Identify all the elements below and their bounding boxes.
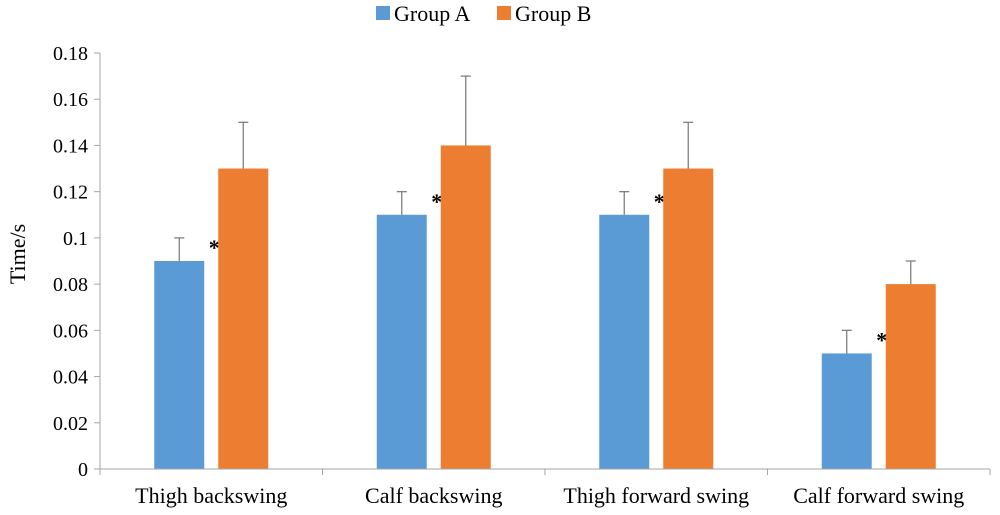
y-tick-label: 0.02 — [53, 413, 88, 435]
legend-label-group-a: Group A — [394, 1, 471, 26]
bar-group-b — [218, 168, 269, 470]
y-axis-title: Time/s — [5, 224, 30, 284]
bar-group-a — [376, 214, 427, 469]
y-tick-label: 0.18 — [53, 43, 88, 65]
y-tick-label: 0.1 — [63, 228, 88, 250]
y-tick-label: 0.06 — [53, 320, 88, 342]
x-category-label: Thigh backswing — [135, 483, 287, 508]
bar-group-a — [821, 353, 872, 469]
y-tick-label: 0.08 — [53, 274, 88, 296]
significance-marker: * — [654, 189, 665, 214]
y-tick-label: 0 — [78, 459, 88, 481]
x-category-label: Thigh forward swing — [563, 483, 749, 508]
bar-group-b — [440, 145, 491, 469]
x-category-label: Calf backswing — [365, 483, 502, 508]
y-tick-label: 0.12 — [53, 182, 88, 204]
legend-label-group-b: Group B — [515, 1, 591, 26]
significance-marker: * — [876, 327, 887, 352]
legend-swatch-group-b — [497, 6, 511, 20]
bar-group-b — [885, 284, 936, 469]
y-tick-label: 0.04 — [53, 367, 88, 389]
legend-swatch-group-a — [376, 6, 390, 20]
significance-marker: * — [209, 235, 220, 260]
bar-group-a — [154, 261, 205, 469]
x-category-label: Calf forward swing — [793, 483, 964, 508]
legend: Group A Group B — [376, 1, 591, 26]
y-axis: 0 0.02 0.04 0.06 0.08 0.1 0.12 0.14 0.16 0.18 — [53, 43, 101, 481]
significance-marker: * — [431, 189, 442, 214]
bar-group-a — [599, 214, 650, 469]
bar-group-b — [663, 168, 714, 470]
bars: * * * * — [154, 75, 936, 470]
x-axis: Thigh backswing Calf backswing Thigh forwa… — [99, 468, 991, 508]
y-tick-label: 0.16 — [53, 89, 88, 111]
y-tick-label: 0.14 — [53, 135, 88, 157]
